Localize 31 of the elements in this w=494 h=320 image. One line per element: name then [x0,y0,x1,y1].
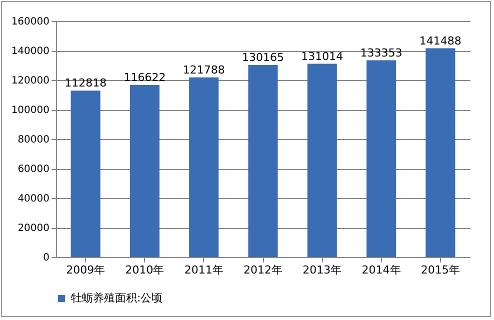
legend-label: 牡蛎养殖面积:公顷 [71,292,163,304]
bar [130,84,160,257]
y-tick-label: 140000 [11,46,50,57]
data-label: 121788 [182,63,225,76]
x-tick-label: 2011年 [184,264,224,276]
x-tick-label: 2010年 [125,264,164,276]
bar [70,90,100,257]
x-tick-label: 2012年 [244,264,282,276]
bar [248,65,278,257]
data-label: 141488 [419,34,462,48]
x-tick-label: 2013年 [302,264,342,276]
y-tick-label: 0 [43,252,50,264]
y-tick-label: 80000 [18,134,50,146]
y-tick-label: 120000 [11,76,50,86]
data-label: 130165 [242,51,284,64]
y-tick-label: 20000 [18,223,50,234]
bar [366,60,396,257]
y-tick-label: 100000 [11,105,50,116]
data-label: 116622 [124,70,166,84]
x-tick-label: 2014年 [362,264,401,276]
bar [426,48,456,257]
bar [307,64,337,257]
x-tick-label: 2009年 [66,264,106,276]
y-tick-label: 40000 [18,194,50,204]
y-tick-label: 160000 [11,16,50,28]
data-label: 133353 [360,46,402,60]
data-label: 112818 [64,76,107,90]
x-tick-label: 2015年 [420,264,460,276]
data-label: 131014 [301,50,344,63]
y-tick-label: 60000 [18,164,50,175]
bar [189,77,219,257]
